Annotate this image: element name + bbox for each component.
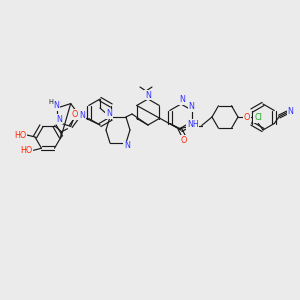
Text: O: O (244, 112, 250, 122)
Text: N: N (145, 91, 151, 100)
Text: N: N (53, 101, 59, 110)
Text: N: N (106, 110, 112, 118)
Text: N: N (188, 102, 194, 111)
Text: H: H (49, 99, 54, 105)
Text: N: N (56, 115, 62, 124)
Text: HO: HO (14, 130, 26, 140)
Text: HO: HO (20, 146, 33, 155)
Text: N: N (179, 95, 185, 104)
Text: NH: NH (187, 120, 199, 129)
Text: O: O (181, 136, 187, 145)
Text: N: N (124, 142, 130, 151)
Text: N: N (287, 107, 293, 116)
Text: Cl: Cl (254, 113, 262, 122)
Text: N: N (79, 110, 85, 119)
Text: O: O (71, 110, 78, 119)
